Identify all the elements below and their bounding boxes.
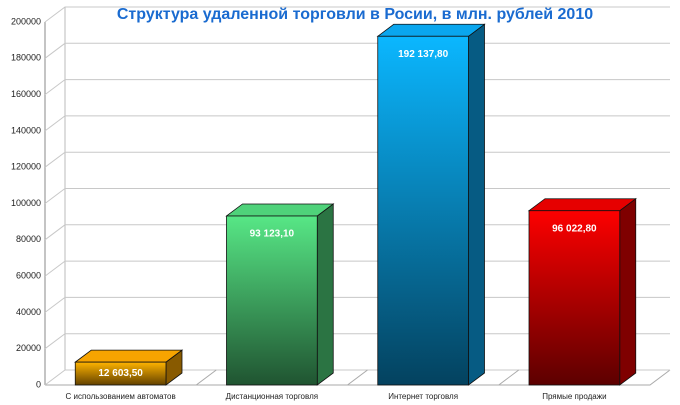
bar (74, 361, 167, 386)
y-tick-label: 100000 (11, 198, 41, 208)
grid-line (44, 6, 670, 23)
y-tick-label: 0 (36, 379, 41, 389)
y-tick-label: 140000 (11, 125, 41, 135)
x-tick-label: Прямые продажи (542, 392, 606, 401)
value-label: 96 022,80 (552, 223, 597, 234)
chart-title: Структура удаленной торговли в Росии, в … (117, 6, 593, 23)
x-tick-label: С использованием автоматов (66, 392, 176, 401)
value-label: 12 603,50 (98, 368, 143, 379)
grid-line (44, 79, 670, 95)
y-tick-label: 20000 (16, 343, 41, 353)
y-tick-label: 180000 (11, 53, 41, 63)
bar-top (527, 198, 637, 212)
bar-side (316, 203, 334, 386)
grid-line (44, 151, 670, 168)
y-tick-label: 200000 (11, 16, 41, 26)
bar-top (225, 203, 335, 217)
y-tick-label: 120000 (11, 162, 41, 172)
floor-divider (498, 369, 520, 386)
bar (528, 210, 621, 386)
floor-divider (195, 369, 217, 386)
bar (226, 215, 318, 386)
bar-top (376, 23, 486, 37)
value-label: 93 123,10 (250, 229, 295, 240)
y-tick-label: 40000 (16, 307, 41, 317)
bar-side (468, 23, 485, 386)
bar (377, 35, 469, 386)
floor-divider (347, 369, 368, 386)
bar-top (74, 349, 184, 363)
value-label: 192 137,80 (398, 49, 448, 60)
y-tick-label: 160000 (11, 89, 41, 99)
grid-line (44, 42, 670, 59)
bar-side (619, 197, 637, 386)
y-tick-label: 60000 (16, 270, 41, 280)
y-tick-label: 80000 (16, 234, 41, 244)
x-tick-label: Дистанционная торговля (226, 392, 318, 401)
grid-line (44, 115, 670, 132)
x-tick-label: Интернет торговля (388, 392, 458, 401)
